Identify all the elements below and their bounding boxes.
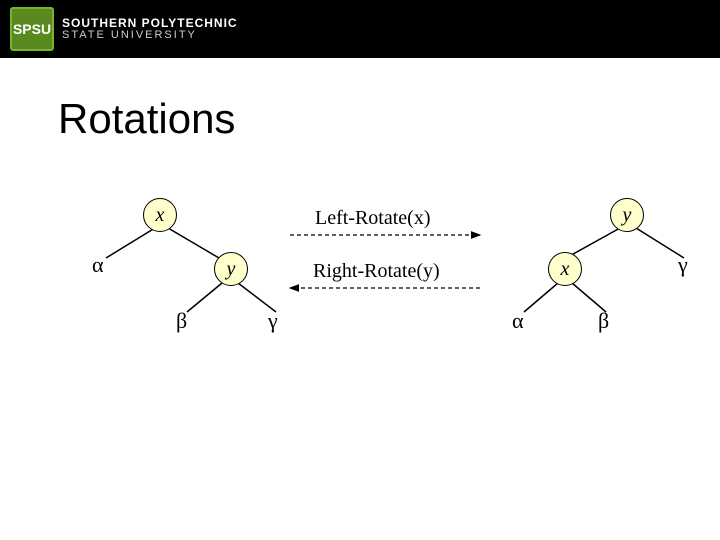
logo-line2: STATE UNIVERSITY xyxy=(62,30,238,42)
footer-hex-pattern xyxy=(0,498,720,540)
right-tree-alpha-label: α xyxy=(512,308,524,334)
rotation-diagram: x α y β γ y x γ α β Left-Rotate(x) Right… xyxy=(0,180,720,380)
left-tree-beta-label: β xyxy=(176,308,187,334)
logo: SPSU SOUTHERN POLYTECHNIC STATE UNIVERSI… xyxy=(0,7,238,51)
left-tree-root-node: x xyxy=(143,198,177,232)
left-rotate-label: Left-Rotate(x) xyxy=(315,207,431,230)
left-tree-alpha-label: α xyxy=(92,252,104,278)
left-tree-right-child-node: y xyxy=(214,252,248,286)
right-tree-beta-label: β xyxy=(598,308,609,334)
right-tree-left-child-node: x xyxy=(548,252,582,286)
logo-badge: SPSU xyxy=(10,7,54,51)
header-bar: SPSU SOUTHERN POLYTECHNIC STATE UNIVERSI… xyxy=(0,0,720,58)
logo-text: SOUTHERN POLYTECHNIC STATE UNIVERSITY xyxy=(62,17,238,41)
logo-line1: SOUTHERN POLYTECHNIC xyxy=(62,17,238,30)
right-tree-root-node: y xyxy=(610,198,644,232)
right-rotate-label: Right-Rotate(y) xyxy=(313,260,440,283)
right-tree-gamma-label: γ xyxy=(678,252,688,278)
slide-title: Rotations xyxy=(58,95,235,143)
left-tree-gamma-label: γ xyxy=(268,308,278,334)
